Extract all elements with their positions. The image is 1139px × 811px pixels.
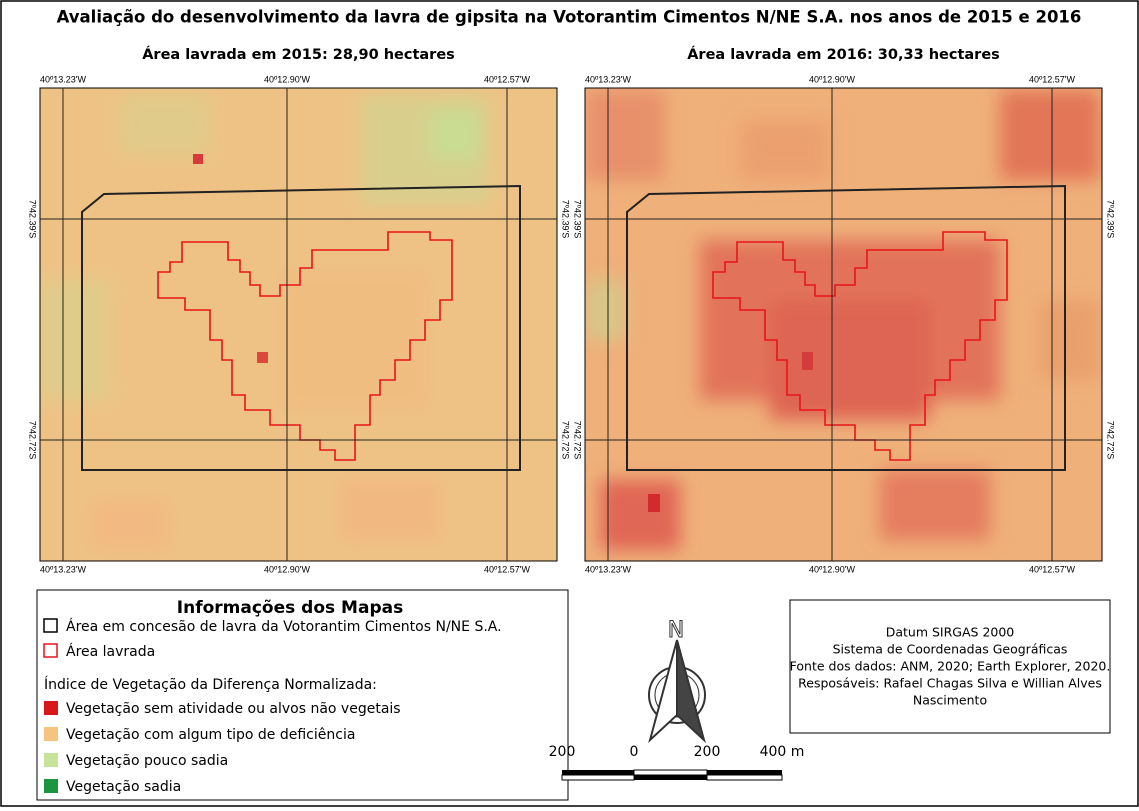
ndvi-raster-2015 (40, 88, 557, 561)
coordinate-label: 7º42.72'S (561, 421, 571, 460)
coordinate-label: 7º42.72'S (28, 421, 38, 460)
map-subtitle: Área lavrada em 2016: 30,33 hectares (687, 46, 1000, 63)
legend-subtitle: Índice de Vegetação da Diferença Normali… (44, 676, 377, 693)
legend-item: Vegetação com algum tipo de deficiência (66, 727, 355, 743)
map-title: Avaliação do desenvolvimento da lavra de… (57, 8, 1082, 27)
coordinate-label: 40º12.90'W (264, 564, 311, 574)
info-line: Resposáveis: Rafael Chagas Silva e Willi… (798, 676, 1102, 691)
map-subtitle: Área lavrada em 2015: 28,90 hectares (142, 46, 455, 63)
legend-item: Vegetação sem atividade ou alvos não veg… (66, 701, 401, 717)
legend-item: Vegetação pouco sadia (66, 753, 228, 769)
map-layout: Avaliação do desenvolvimento da lavra de… (0, 0, 1139, 807)
legend-item: Área lavrada (66, 643, 155, 660)
coordinate-label: 40º12.57'W (1029, 564, 1076, 574)
north-arrow: N (649, 618, 705, 740)
north-label: N (668, 618, 684, 643)
info-line: Fonte dos dados: ANM, 2020; Earth Explor… (790, 659, 1111, 674)
info-line: Nascimento (913, 693, 987, 708)
coordinate-label: 40º13.23'W (40, 564, 87, 574)
coordinate-label: 40º13.23'W (585, 74, 632, 84)
legend-item: Vegetação sadia (66, 779, 181, 795)
coordinate-label: 7º42.39'S (28, 200, 38, 239)
scale-label: 200 (694, 744, 721, 760)
coordinate-label: 40º12.57'W (484, 564, 531, 574)
info-line: Sistema de Coordenadas Geográficas (833, 642, 1068, 657)
coordinate-label: 40º12.57'W (484, 74, 531, 84)
coordinate-label: 7º42.72'S (1106, 421, 1116, 460)
coordinate-label: 7º42.39'S (1106, 200, 1116, 239)
legend-title: Informações dos Mapas (177, 598, 403, 618)
coordinate-label: 40º13.23'W (585, 564, 632, 574)
legend-item: Área em concesão de lavra da Votorantim … (66, 618, 502, 635)
coordinate-label: 7º42.72'S (573, 421, 583, 460)
ndvi-raster-2016 (585, 88, 1102, 561)
coordinate-label: 7º42.39'S (561, 200, 571, 239)
legend-swatch (44, 753, 58, 767)
coordinate-label: 40º12.90'W (264, 74, 311, 84)
scale-bar: 200 0 200 400 m (549, 744, 805, 780)
coordinate-label: 7º42.39'S (573, 200, 583, 239)
coordinate-label: 40º13.23'W (40, 74, 87, 84)
coordinate-label: 40º12.57'W (1029, 74, 1076, 84)
scale-label: 0 (630, 744, 639, 760)
coordinate-label: 40º12.90'W (809, 74, 856, 84)
legend-swatch (44, 701, 58, 715)
coordinate-label: 40º12.90'W (809, 564, 856, 574)
scale-label: 200 (549, 744, 576, 760)
scale-label: 400 m (760, 744, 805, 760)
legend-swatch (44, 779, 58, 793)
info-line: Datum SIRGAS 2000 (886, 625, 1015, 640)
legend-swatch (44, 727, 58, 741)
